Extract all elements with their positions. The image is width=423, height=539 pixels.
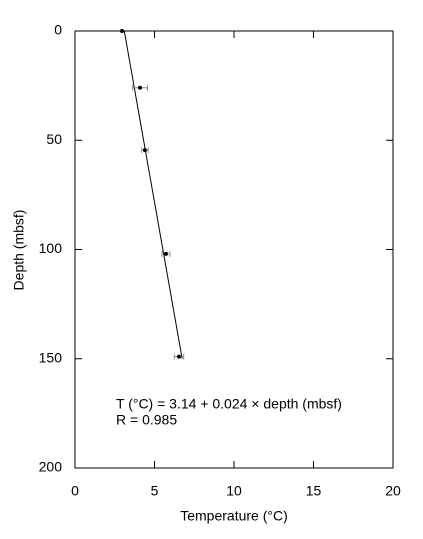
data-point xyxy=(138,85,143,90)
annotation: T (°C) = 3.14 + 0.024 × depth (mbsf) xyxy=(116,396,342,412)
x-tick-label: 15 xyxy=(306,483,322,499)
x-tick-label: 5 xyxy=(151,483,159,499)
data-point xyxy=(176,354,181,359)
y-tick-label: 100 xyxy=(39,240,63,256)
y-tick-label: 0 xyxy=(54,22,62,38)
x-tick-label: 0 xyxy=(71,483,79,499)
y-tick-label: 150 xyxy=(39,349,63,365)
data-point xyxy=(142,148,147,153)
fit-line xyxy=(123,30,183,359)
y-tick-label: 50 xyxy=(46,131,62,147)
data-point xyxy=(163,251,168,256)
data-point xyxy=(120,29,125,33)
x-axis-label: Temperature (°C) xyxy=(180,508,288,524)
y-tick-label: 200 xyxy=(39,459,63,475)
annotation: R = 0.985 xyxy=(116,412,177,428)
x-tick-label: 10 xyxy=(226,483,242,499)
x-tick-label: 20 xyxy=(385,483,401,499)
y-axis-label: Depth (mbsf) xyxy=(11,210,27,291)
